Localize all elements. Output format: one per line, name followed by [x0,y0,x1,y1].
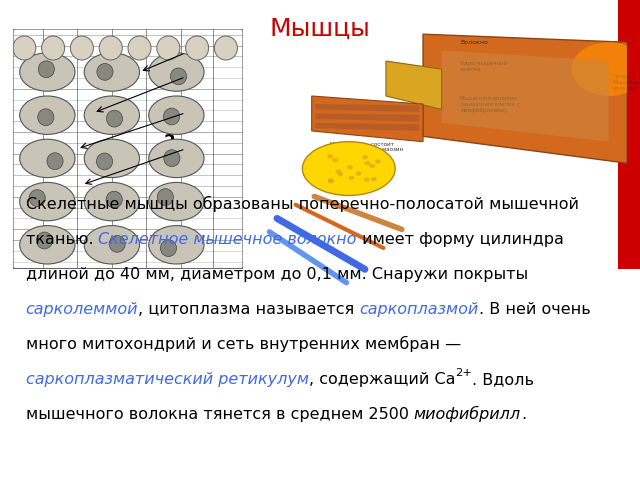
Circle shape [328,178,333,182]
Ellipse shape [84,182,140,221]
Ellipse shape [20,96,75,134]
Text: Волокно: Волокно [460,39,488,45]
FancyArrowPatch shape [314,196,402,229]
Circle shape [364,178,370,182]
Text: Мышцы: Мышцы [269,17,371,41]
Text: .: . [521,407,526,422]
Circle shape [348,176,355,180]
Circle shape [13,36,36,60]
Polygon shape [423,34,627,163]
Text: тканью.: тканью. [26,232,99,247]
Text: длиной до 40 мм, диаметром до 0,1 мм. Снаружи покрыты: длиной до 40 мм, диаметром до 0,1 мм. Сн… [26,267,528,282]
Circle shape [128,36,151,60]
Circle shape [97,153,113,170]
Polygon shape [442,50,609,142]
Text: 1: 1 [157,108,168,127]
Text: мышечного волокна тянется в среднем 2500: мышечного волокна тянется в среднем 2500 [26,407,413,422]
Text: миофибрилл: миофибрилл [413,406,521,422]
Polygon shape [312,96,423,142]
Circle shape [38,109,54,126]
Circle shape [355,171,362,176]
Ellipse shape [572,42,640,96]
Circle shape [42,36,65,60]
Text: , содержащий Ca: , содержащий Ca [308,372,455,387]
Circle shape [214,36,237,60]
Circle shape [335,169,341,174]
Circle shape [97,63,113,80]
FancyArrowPatch shape [277,218,365,269]
Ellipse shape [148,226,204,264]
Text: . Вдоль: . Вдоль [472,372,534,387]
Circle shape [371,177,377,181]
Text: Скелетные мышцы образованы поперечно-полосатой мышечной: Скелетные мышцы образованы поперечно-пол… [26,196,579,212]
Text: . В ней очень: . В ней очень [479,302,591,317]
Circle shape [106,110,122,127]
Ellipse shape [84,139,140,178]
Ellipse shape [148,96,204,134]
Circle shape [157,189,173,205]
Circle shape [365,161,371,166]
Text: Миофибрила, состоит
из нитей актин и маозин: Миофибрила, состоит из нитей актин и мао… [330,142,403,153]
Circle shape [328,179,334,183]
Ellipse shape [84,226,140,264]
Circle shape [327,154,333,158]
Ellipse shape [148,53,204,91]
Text: много митохондрий и сеть внутренних мембран —: много митохондрий и сеть внутренних мемб… [26,336,461,352]
Circle shape [157,36,180,60]
Text: Пучок
Мышечных
волокон: Пучок Мышечных волокон [612,74,640,91]
Polygon shape [316,113,419,121]
Ellipse shape [84,96,140,134]
Circle shape [36,232,52,249]
Ellipse shape [302,142,396,195]
Ellipse shape [20,53,75,91]
Circle shape [170,68,187,85]
Circle shape [109,236,125,252]
Text: сарколеммой: сарколеммой [26,302,138,317]
Circle shape [164,108,180,125]
Ellipse shape [20,226,75,264]
FancyArrowPatch shape [269,232,346,283]
Text: Мышечное волокно
(мышечная клетка с
миофибрилами): Мышечное волокно (мышечная клетка с миоф… [460,96,520,113]
Text: 3: 3 [182,56,194,74]
Circle shape [29,190,45,206]
Circle shape [375,159,381,164]
Text: 2: 2 [163,132,175,151]
Ellipse shape [20,139,75,178]
FancyArrowPatch shape [296,205,383,248]
Text: имеет форму цилиндра: имеет форму цилиндра [356,232,564,247]
Circle shape [70,36,93,60]
Circle shape [186,36,209,60]
Circle shape [164,150,180,167]
Text: Скелетное мышечное волокно: Скелетное мышечное волокно [99,232,356,247]
Circle shape [161,240,177,256]
Circle shape [47,153,63,169]
Bar [618,0,640,269]
Polygon shape [316,104,419,112]
Text: саркоплазмой: саркоплазмой [360,302,479,317]
Ellipse shape [148,182,204,221]
Text: саркоплазматический ретикулум: саркоплазматический ретикулум [26,372,308,387]
Ellipse shape [20,182,75,221]
Circle shape [362,155,368,159]
Text: 2+: 2+ [455,368,472,378]
Ellipse shape [84,53,140,91]
Circle shape [106,191,122,208]
Circle shape [337,172,343,176]
Text: Ядро мышечной
клетки: Ядро мышечной клетки [460,61,508,72]
Polygon shape [386,61,442,109]
Circle shape [332,158,338,162]
Circle shape [99,36,122,60]
Polygon shape [316,123,419,131]
Text: , цитоплазма называется: , цитоплазма называется [138,302,360,317]
Ellipse shape [148,139,204,178]
Circle shape [347,165,353,169]
Circle shape [369,164,375,168]
Circle shape [38,61,54,78]
